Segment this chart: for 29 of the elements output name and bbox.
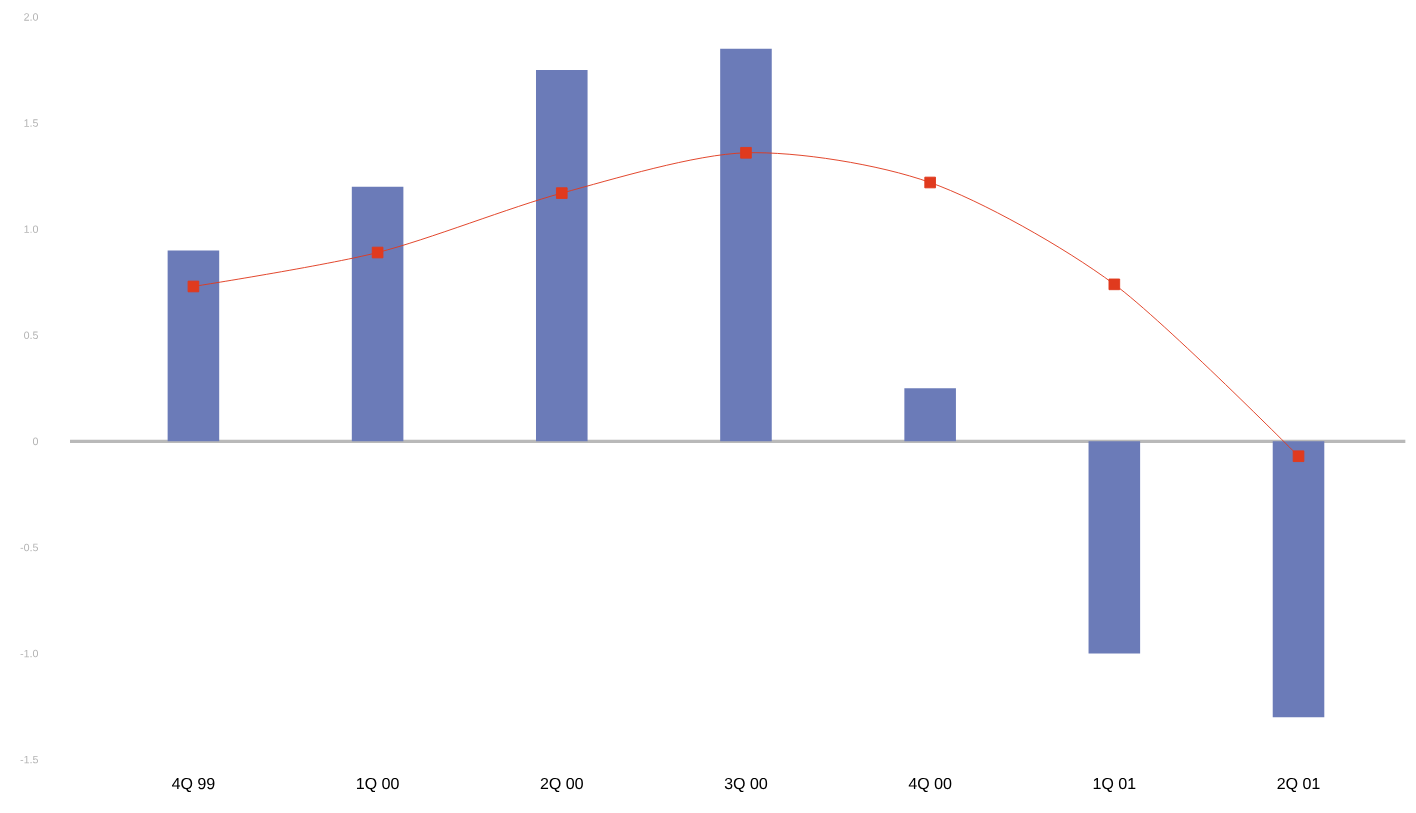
bar	[1272, 441, 1325, 718]
bar	[351, 186, 404, 442]
x-tick-label: 4Q 00	[908, 777, 952, 793]
y-tick-label: -1.0	[20, 649, 39, 658]
x-tick-label: 3Q 00	[724, 777, 768, 793]
y-tick-label: 0.5	[24, 331, 38, 340]
bar	[720, 48, 772, 442]
y-tick-label: 1.0	[24, 225, 39, 233]
point	[555, 187, 568, 199]
y-tick-label: -0.5	[20, 543, 38, 552]
point	[740, 146, 752, 159]
x-tick-label: 4Q 99	[172, 777, 215, 793]
y-tick-label: 0	[32, 437, 39, 446]
y-tick-label: 2.0	[24, 13, 39, 21]
bar	[904, 388, 956, 442]
y-tick-label: 1.5	[24, 119, 38, 127]
bar	[536, 70, 588, 442]
x-tick-label: 2Q 00	[540, 777, 583, 793]
x-tick-label: 2Q 01	[1277, 777, 1320, 793]
point	[1292, 450, 1305, 463]
y-tick-label: -1.5	[20, 755, 38, 764]
point	[371, 246, 384, 259]
x-tick-label: 1Q 00	[357, 777, 399, 793]
bar	[1088, 441, 1141, 654]
point	[924, 176, 936, 189]
bar	[167, 250, 220, 442]
point	[187, 280, 200, 293]
x-tick-label: 1Q 01	[1093, 777, 1136, 793]
point	[1108, 278, 1121, 291]
